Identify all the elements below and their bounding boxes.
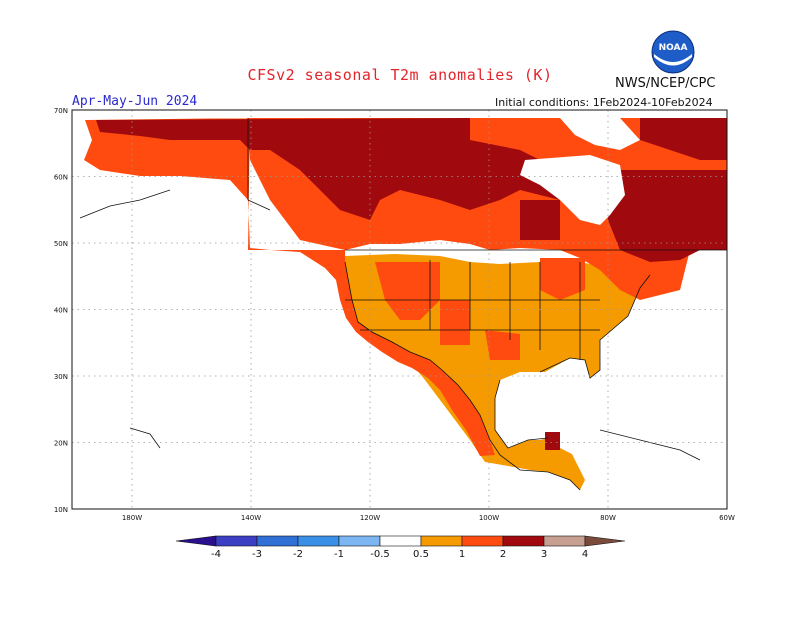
lon-label-100w: 100W	[479, 514, 499, 522]
colorbar-bin-neutral	[379, 535, 422, 547]
map-title: CFSv2 seasonal T2m anomalies (K)	[247, 66, 553, 84]
colorbar-bin-above-4	[584, 535, 626, 547]
lon-label-120w: 120W	[360, 514, 380, 522]
lat-label-60n: 60N	[54, 174, 68, 182]
colorbar-tick: -0.5	[370, 549, 390, 560]
svg-text:NOAA: NOAA	[659, 43, 688, 53]
map-frame	[71, 109, 728, 510]
coastlines	[79, 118, 727, 491]
longitude-axis: 180W 140W 120W 100W 80W 60W	[122, 514, 735, 522]
initial-conditions-label: Initial conditions: 1Feb2024-10Feb2024	[495, 96, 713, 109]
latitude-axis: 70N 60N 50N 40N 30N 20N 10N	[54, 107, 68, 514]
neutral-region-hudson-bay	[520, 155, 625, 225]
colorbar-tick: 1	[459, 549, 465, 560]
lon-label-60w: 60W	[719, 514, 735, 522]
lat-label-10n: 10N	[54, 506, 68, 514]
colorbar-bin-minus3-minus2	[256, 535, 299, 547]
colorbar-tick: 0.5	[413, 549, 429, 560]
lon-label-80w: 80W	[600, 514, 616, 522]
colorbar-tick: -3	[252, 549, 262, 560]
colorbar-bin-3-4	[543, 535, 586, 547]
colorbar-bin-1-2	[461, 535, 504, 547]
colorbar-bin-minus1-minus0.5	[338, 535, 381, 547]
colorbar: -4 -3 -2 -1 -0.5 0.5 1 2 3 4	[175, 535, 626, 560]
lat-label-40n: 40N	[54, 307, 68, 315]
colorbar-bin-minus4-minus3	[215, 535, 258, 547]
colorbar-tick: 4	[582, 549, 588, 560]
colorbar-bin-minus2-minus1	[297, 535, 340, 547]
colorbar-tick: -4	[211, 549, 221, 560]
colorbar-tick: -2	[293, 549, 303, 560]
colorbar-tick: 2	[500, 549, 506, 560]
lat-label-30n: 30N	[54, 373, 68, 381]
season-label: Apr-May-Jun 2024	[72, 94, 198, 109]
agency-label: NWS/NCEP/CPC	[615, 76, 716, 91]
noaa-logo-icon: NOAA	[651, 30, 695, 74]
colorbar-tick: 3	[541, 549, 547, 560]
lat-label-70n: 70N	[54, 107, 68, 115]
colorbar-bin-2-3	[502, 535, 545, 547]
lat-label-50n: 50N	[54, 240, 68, 248]
colorbar-bin-below-minus4	[175, 535, 217, 547]
grid-lines	[72, 110, 727, 509]
neutral-region-baffin	[560, 118, 640, 150]
lon-label-180w: 180W	[122, 514, 142, 522]
lat-label-20n: 20N	[54, 440, 68, 448]
lon-label-140w: 140W	[241, 514, 261, 522]
colorbar-tick: -1	[334, 549, 344, 560]
colorbar-bin-0.5-1	[420, 535, 463, 547]
